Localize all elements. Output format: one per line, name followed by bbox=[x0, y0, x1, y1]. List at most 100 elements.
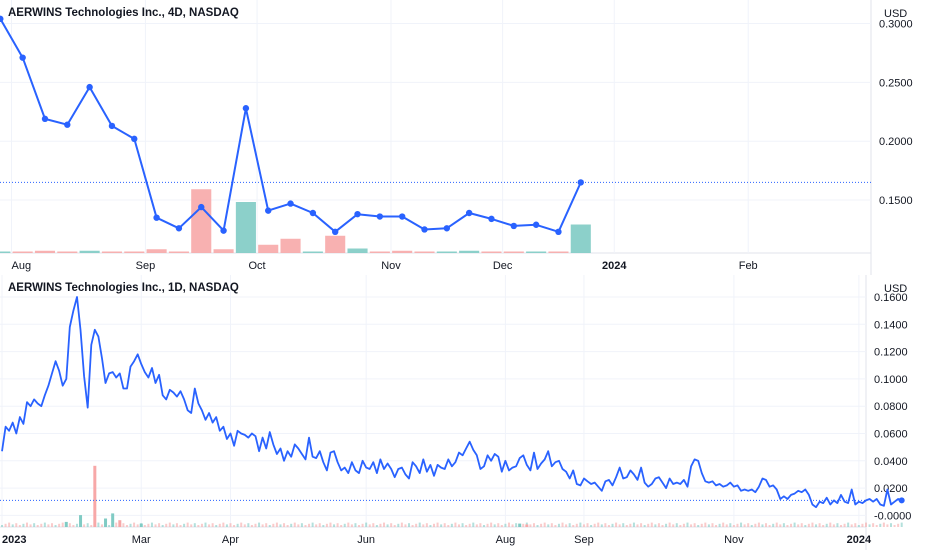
volume-bar bbox=[233, 525, 236, 527]
volume-bar bbox=[597, 522, 600, 527]
y-tick-label: 0.0600 bbox=[874, 428, 908, 440]
volume-bar bbox=[325, 235, 346, 253]
volume-bar bbox=[361, 523, 364, 527]
volume-bar bbox=[840, 525, 843, 527]
volume-bar bbox=[61, 522, 64, 527]
volume-bar bbox=[704, 522, 707, 527]
volume-bar bbox=[832, 524, 835, 527]
x-tick-label: 2023 bbox=[2, 534, 26, 546]
volume-bar bbox=[258, 244, 279, 253]
volume-bar bbox=[548, 251, 569, 253]
volume-bar bbox=[711, 523, 714, 527]
volume-bar bbox=[190, 524, 193, 527]
volume-bar bbox=[297, 524, 300, 527]
chart-4d[interactable]: 0.3000 0.2500 0.2000 0.1500 Aug Sep Oct Nov Dec 2… bbox=[0, 0, 932, 275]
price-point bbox=[287, 200, 294, 207]
chart-title: AERWINS Technologies Inc., 1D, NASDAQ bbox=[8, 282, 239, 294]
volume-bar bbox=[414, 251, 435, 253]
volume-bar bbox=[43, 522, 46, 527]
volume-bar bbox=[350, 524, 353, 527]
price-point bbox=[421, 226, 428, 233]
volume-bar bbox=[146, 249, 167, 253]
x-tick-label: Sep bbox=[136, 260, 156, 272]
price-point bbox=[510, 222, 517, 230]
volume-bar bbox=[268, 525, 271, 527]
volume-bar bbox=[418, 522, 421, 527]
volume-bar bbox=[804, 525, 807, 527]
volume-bar bbox=[386, 524, 389, 527]
volume-bar bbox=[540, 523, 543, 527]
volume-bar bbox=[347, 522, 350, 527]
volume-bar bbox=[179, 525, 182, 527]
volume-bar bbox=[369, 251, 390, 253]
volume-bar bbox=[213, 249, 234, 253]
price-point bbox=[265, 207, 272, 214]
volume-bar bbox=[86, 523, 89, 527]
y-tick-label: 0.2000 bbox=[879, 136, 913, 148]
volume-bar bbox=[158, 523, 161, 527]
volume-bar bbox=[93, 465, 97, 527]
volume-bar bbox=[640, 523, 643, 527]
volume-bar bbox=[422, 524, 425, 527]
volume-bar bbox=[857, 525, 860, 527]
volume-bar bbox=[115, 522, 118, 527]
volume-bar bbox=[718, 523, 721, 527]
volume-bar bbox=[570, 224, 591, 253]
volume-bar bbox=[275, 522, 278, 527]
volume-bar bbox=[36, 525, 39, 527]
currency-label[interactable]: USD bbox=[884, 8, 908, 20]
volume-bar bbox=[397, 523, 400, 527]
volume-bar bbox=[379, 523, 382, 527]
volume-bar bbox=[54, 525, 57, 527]
volume-bar bbox=[504, 523, 507, 527]
volume-bar bbox=[657, 523, 660, 527]
volume-bar bbox=[554, 525, 557, 527]
volume-bar bbox=[590, 525, 593, 527]
volume-bar bbox=[108, 525, 111, 527]
volume-bar bbox=[879, 523, 882, 527]
volume-bar bbox=[629, 523, 632, 527]
x-tick-label: Oct bbox=[249, 260, 266, 272]
currency-label[interactable]: USD bbox=[884, 283, 908, 295]
volume-bar bbox=[150, 522, 153, 527]
volume-bar bbox=[168, 251, 189, 253]
volume-bar bbox=[661, 525, 664, 527]
price-point bbox=[898, 497, 905, 504]
x-tick-label: Dec bbox=[493, 260, 513, 272]
volume-bar bbox=[175, 523, 178, 527]
volume-bar bbox=[143, 525, 146, 527]
y-tick-label: 0.1200 bbox=[874, 347, 908, 359]
volume-bar bbox=[575, 523, 578, 527]
volume-bar bbox=[97, 522, 100, 527]
volume-bar bbox=[191, 189, 212, 253]
volume-bar bbox=[72, 525, 75, 527]
y-tick-label: -0.0000 bbox=[874, 510, 911, 522]
volume-bar bbox=[732, 525, 735, 527]
volume-bar bbox=[168, 522, 171, 527]
chart-1d[interactable]: 0.1600 0.1400 0.1200 0.1000 0.0800 0.0600 0.04… bbox=[0, 275, 932, 550]
x-tick-label: 2024 bbox=[847, 534, 872, 546]
volume-bar bbox=[757, 522, 760, 527]
chart-panel-4d[interactable]: 0.3000 0.2500 0.2000 0.1500 Aug Sep Oct Nov Dec 2… bbox=[0, 0, 932, 275]
volume-bar bbox=[425, 523, 428, 527]
volume-bar bbox=[25, 522, 28, 527]
volume-bar bbox=[693, 523, 696, 527]
volume-bar bbox=[272, 523, 275, 527]
volume-bar bbox=[515, 523, 518, 527]
volume-bar bbox=[290, 523, 293, 527]
volume-bar bbox=[572, 525, 575, 527]
volume-bar bbox=[375, 525, 378, 527]
volume-bar bbox=[315, 524, 318, 527]
volume-bar bbox=[279, 524, 282, 527]
volume-bar bbox=[479, 523, 482, 527]
volume-bar bbox=[543, 522, 546, 527]
x-tick-label: Jun bbox=[357, 534, 375, 546]
volume-bar bbox=[329, 522, 332, 527]
volume-bar bbox=[325, 523, 328, 527]
volume-bar bbox=[526, 251, 547, 253]
volume-bar bbox=[481, 251, 502, 253]
x-tick-label: 2024 bbox=[602, 260, 627, 272]
volume-bar bbox=[643, 525, 646, 527]
volume-bar bbox=[493, 524, 496, 527]
chart-panel-1d[interactable]: 0.1600 0.1400 0.1200 0.1000 0.0800 0.0600 0.04… bbox=[0, 275, 932, 550]
